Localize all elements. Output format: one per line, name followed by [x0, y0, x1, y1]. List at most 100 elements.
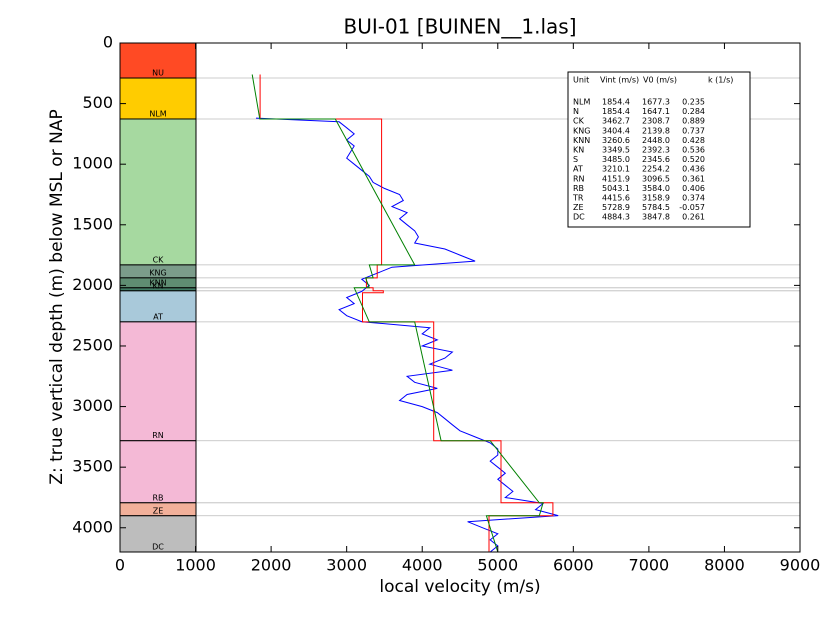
- table-cell: 3485.0: [602, 155, 630, 164]
- x-tick-label: 7000: [629, 556, 670, 575]
- table-cell: 0.284: [682, 107, 705, 116]
- table-header: V0 (m/s): [643, 76, 677, 85]
- formation-label: RB: [152, 493, 163, 502]
- table-cell: 2308.7: [642, 117, 670, 126]
- y-axis-label: Z: true vertical depth (m) below MSL or …: [47, 109, 67, 484]
- formation-box: [119, 77, 197, 120]
- table-header: Unit: [573, 76, 589, 85]
- y-tick-label: 1500: [72, 214, 113, 233]
- table-cell: 3462.7: [602, 117, 630, 126]
- table-cell: S: [573, 155, 578, 164]
- series-line: [251, 74, 544, 553]
- table-cell: 4415.6: [602, 194, 630, 203]
- table-cell: 5043.1: [602, 184, 630, 193]
- table-cell: 0.374: [682, 194, 705, 203]
- table-cell: KNN: [573, 136, 590, 145]
- x-tick-label: 8000: [704, 556, 745, 575]
- series-line: [259, 74, 554, 552]
- formation-label: KNN: [149, 278, 166, 287]
- table-cell: 1854.4: [602, 107, 630, 116]
- table-cell: 3158.9: [642, 194, 670, 203]
- table-cell: 0.520: [682, 155, 705, 164]
- table-cell: RN: [573, 174, 585, 183]
- table-cell: 2254.2: [642, 165, 670, 174]
- formation-label: NLM: [149, 109, 166, 118]
- table-cell: 4151.9: [602, 174, 630, 183]
- y-tick-label: 2000: [72, 275, 113, 294]
- table-cell: DC: [573, 213, 585, 222]
- table-cell: 0.737: [682, 126, 705, 135]
- formation-box: [119, 321, 197, 442]
- table-cell: 5784.5: [642, 203, 670, 212]
- x-tick-label: 3000: [326, 556, 367, 575]
- table-cell: 1647.1: [642, 107, 670, 116]
- formation-label: DC: [152, 543, 164, 552]
- table-cell: 0.436: [682, 165, 705, 174]
- formation-label: CK: [153, 255, 165, 264]
- table-cell: 3584.0: [642, 184, 670, 193]
- table-cell: TR: [572, 194, 584, 203]
- table-cell: 3096.5: [642, 174, 670, 183]
- formation-box: [119, 515, 197, 553]
- x-tick-label: 6000: [553, 556, 594, 575]
- formation-box: [119, 440, 197, 504]
- table-cell: 0.261: [682, 213, 705, 222]
- table-cell: 1677.3: [642, 98, 670, 107]
- y-tick-label: 2500: [72, 335, 113, 354]
- formation-label: KNG: [149, 268, 166, 277]
- table-cell: 2345.6: [642, 155, 670, 164]
- y-tick-label: 1000: [72, 154, 113, 173]
- y-tick-label: 3000: [72, 396, 113, 415]
- table-cell: KNG: [573, 126, 590, 135]
- table-header: k (1/s): [708, 76, 733, 85]
- table-cell: 0.428: [682, 136, 705, 145]
- table-cell: NLM: [573, 98, 590, 107]
- table-cell: ZE: [573, 203, 584, 212]
- table-cell: CK: [573, 117, 585, 126]
- table-box: [567, 71, 751, 228]
- table-cell: 2448.0: [642, 136, 670, 145]
- x-tick-label: 9000: [780, 556, 821, 575]
- y-tick-label: 3500: [72, 457, 113, 476]
- table-cell: 1854.4: [602, 98, 630, 107]
- table-cell: KN: [573, 146, 584, 155]
- formation-label: AT: [153, 312, 163, 321]
- table-cell: 2139.8: [642, 126, 670, 135]
- y-tick-label: 4000: [72, 517, 113, 536]
- formation-label: RN: [152, 431, 164, 440]
- series-line: [255, 117, 559, 553]
- table-header: Vint (m/s): [600, 76, 639, 85]
- table-cell: AT: [573, 165, 583, 174]
- velocity-table: Unit Vint (m/s) V0 (m/s) k (1/s) NLM 1854.4 16…: [567, 71, 751, 228]
- x-tick-label: 0: [115, 556, 125, 575]
- y-tick-label: 500: [82, 93, 113, 112]
- table-cell: 5728.9: [602, 203, 630, 212]
- table-cell: 3349.5: [602, 146, 630, 155]
- table-cell: 0.889: [682, 117, 705, 126]
- chart-title: BUI-01 [BUINEN__1.las]: [343, 15, 576, 39]
- formation-label: KN: [152, 281, 163, 290]
- table-cell: 2392.3: [642, 146, 670, 155]
- table-cell: 0.406: [682, 184, 705, 193]
- x-tick-label: 4000: [402, 556, 443, 575]
- plot-frame: [119, 42, 801, 553]
- x-tick-label: 5000: [477, 556, 518, 575]
- x-axis-label: local velocity (m/s): [379, 577, 540, 597]
- table-cell: -0.057: [679, 203, 705, 212]
- y-tick-label: 0: [103, 33, 113, 52]
- formation-label: NU: [152, 69, 164, 78]
- x-tick-label: 2000: [251, 556, 292, 575]
- formation-box: [119, 42, 197, 79]
- table-cell: 3404.4: [602, 126, 630, 135]
- table-cell: RB: [573, 184, 584, 193]
- table-cell: N: [573, 107, 579, 116]
- table-cell: 3260.6: [602, 136, 630, 145]
- table-cell: 4884.3: [602, 213, 630, 222]
- table-cell: 3210.1: [602, 165, 630, 174]
- table-cell: 0.235: [682, 98, 705, 107]
- formation-box: [119, 118, 197, 266]
- x-tick-label: 1000: [175, 556, 216, 575]
- table-cell: 0.361: [682, 174, 705, 183]
